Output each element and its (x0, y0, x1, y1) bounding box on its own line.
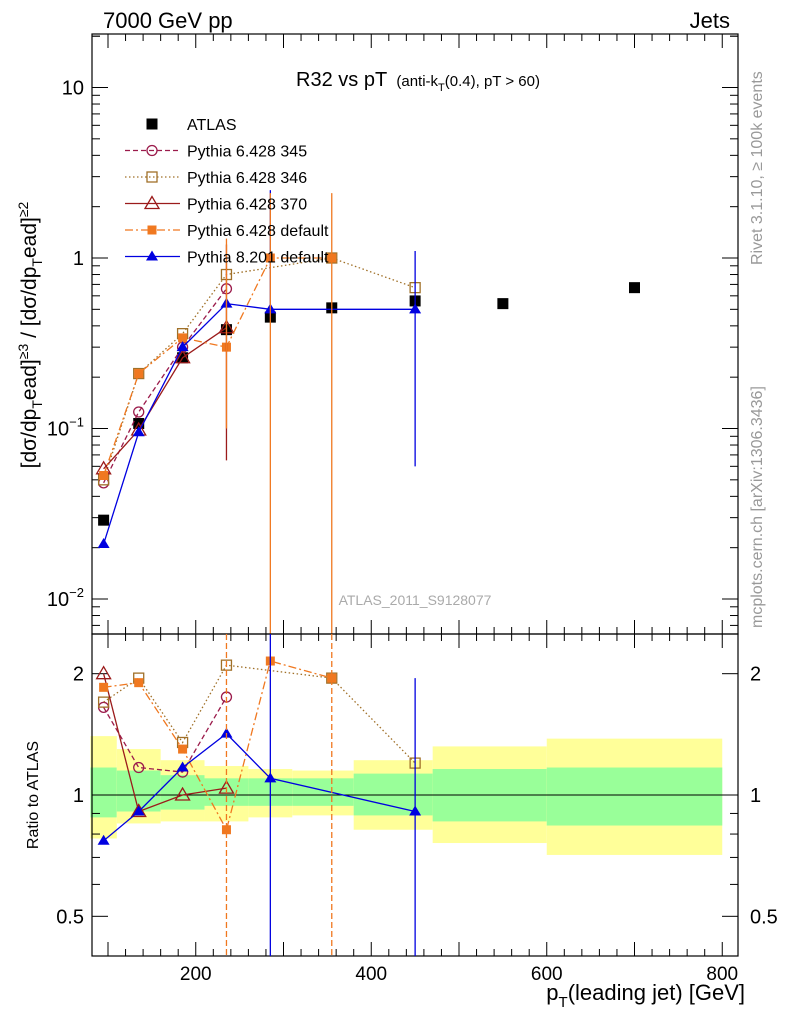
ratio-point-pythia-6-428-370 (174, 786, 191, 801)
y-tick-label: 10 (62, 78, 84, 100)
legend-label: Pythia 6.428 345 (187, 144, 307, 161)
ratio-line-pythia-6-428-346 (103, 664, 416, 764)
legend-label: Pythia 8.201 default (187, 250, 329, 267)
ratio-point-pythia-8-201-default (97, 834, 110, 845)
series-line-pythia-6-428-370 (103, 327, 227, 470)
main-ticks: 10−2 10−1 1 10 (47, 34, 738, 634)
ratio-tick-label-right: 0.5 (750, 906, 778, 928)
legend-label: ATLAS (187, 117, 237, 134)
point-pythia-8-201-default (176, 341, 189, 352)
legend-item-pythia-6-428-default: Pythia 6.428 default (125, 223, 329, 240)
ratio-line-pythia-6-428-370 (102, 673, 227, 813)
ratio-point-pythia-8-201-default (220, 727, 233, 738)
legend-marker (147, 225, 157, 235)
legend-label: Pythia 6.428 default (187, 223, 329, 240)
ratio-ylabel: Ratio to ATLAS (25, 741, 42, 849)
series-line-pythia-6-428-345 (103, 288, 227, 484)
ratio-line-pythia-8-201-default (103, 732, 416, 842)
main-plot: R32 vs pT (anti-kT(0.4), pT > 60) ATLAS_… (47, 33, 739, 635)
point-pythia-6-428-346 (133, 367, 145, 380)
point-pythia-6-428-345 (133, 406, 145, 418)
header-left: 7000 GeV pp (103, 8, 233, 33)
legend-label: Pythia 6.428 370 (187, 197, 307, 214)
legend-label: Pythia 6.428 346 (187, 170, 307, 187)
x-tick-label: 800 (706, 964, 738, 985)
legend-item-atlas: ATLAS (146, 117, 237, 134)
ratio-ticks: 200 400 600 800 0.5 0.5 1 1 2 2 (56, 634, 778, 985)
main-series (95, 190, 640, 634)
legend-marker (146, 171, 158, 183)
band-green-5 (292, 778, 354, 806)
watermark: ATLAS_2011_S9128077 (339, 592, 492, 608)
ratio-point-pythia-6-428-370 (218, 779, 235, 794)
point-pythia-8-201-default (132, 426, 145, 437)
point-atlas (629, 282, 640, 294)
point-pythia-6-428-370 (174, 349, 191, 364)
chart-title: R32 vs pT (anti-kT(0.4), pT > 60) (296, 69, 540, 94)
ratio-point-pythia-6-428-default (221, 825, 231, 835)
x-tick-label: 400 (355, 964, 387, 985)
point-pythia-6-428-default (134, 369, 144, 379)
mcplots-label: mcplots.cern.ch [arXiv:1306.3436] (749, 386, 766, 628)
legend-marker (143, 195, 161, 210)
ratio-point-pythia-6-428-default (327, 673, 337, 683)
series-line-pythia-6-428-346 (102, 257, 416, 481)
ratio-point-pythia-8-201-default (132, 805, 145, 816)
ratio-tick-label: 2 (73, 664, 84, 686)
x-axis-label: pT(leading jet) [GeV] (546, 980, 745, 1011)
legend-item-pythia-6-428-370: Pythia 6.428 370 (125, 195, 307, 214)
ratio-tick-label: 1 (73, 785, 84, 807)
ratio-point-pythia-6-428-default (134, 678, 144, 688)
ratio-tick-label-right: 2 (750, 664, 761, 686)
band-green-8 (546, 767, 723, 826)
ratio-point-pythia-6-428-370 (95, 665, 112, 680)
point-pythia-6-428-default (99, 471, 109, 481)
ratio-tick-label-right: 1 (750, 785, 761, 807)
ratio-point-pythia-8-201-default (176, 761, 189, 772)
x-tick-label: 600 (531, 964, 563, 985)
legend-item-pythia-6-428-346: Pythia 6.428 346 (125, 170, 307, 187)
legend-item-pythia-8-201-default: Pythia 8.201 default (125, 250, 329, 267)
rivet-label: Rivet 3.1.10, ≥ 100k events (749, 71, 766, 265)
ratio-plot: Ratio to ATLAS 200 400 600 800 0.5 0.5 1 1 2 2 (25, 633, 778, 985)
point-atlas (98, 514, 110, 526)
x-tick-label: 200 (180, 964, 212, 985)
point-atlas (497, 298, 509, 310)
point-pythia-6-428-default (178, 333, 188, 343)
y-tick-label: 10−1 (47, 415, 84, 441)
ratio-series (95, 634, 422, 956)
y-tick-label: 1 (73, 248, 84, 270)
legend-marker (146, 118, 158, 130)
legend: ATLAS Pythia 6.428 345 Pythia 6.428 346 Pyt… (125, 117, 329, 267)
y-tick-label: 10−2 (47, 585, 84, 611)
y-axis-label: [dσ/dpTead]≥3 / [dσ/dpTead]≥2 (15, 201, 45, 468)
ratio-line-pythia-6-428-345 (103, 696, 228, 773)
legend-item-pythia-6-428-345: Pythia 6.428 345 (125, 144, 307, 161)
ratio-point-pythia-6-428-default (178, 744, 188, 754)
header-right: Jets (690, 8, 730, 33)
ratio-point-pythia-6-428-default (99, 682, 109, 692)
ratio-tick-label: 0.5 (56, 906, 84, 928)
ratio-point-pythia-6-428-345 (133, 761, 145, 774)
ratio-point-pythia-6-428-370 (130, 803, 147, 818)
band-green-0 (90, 767, 117, 818)
legend-marker (146, 250, 158, 261)
ratio-line-pythia-6-428-default (103, 660, 332, 832)
legend-marker (146, 144, 158, 157)
point-pythia-8-201-default (97, 538, 110, 549)
series-line-pythia-8-201-default (102, 302, 416, 545)
ratio-pythia-6-428-370 (95, 665, 235, 818)
ratio-point-pythia-6-428-346 (97, 696, 110, 708)
